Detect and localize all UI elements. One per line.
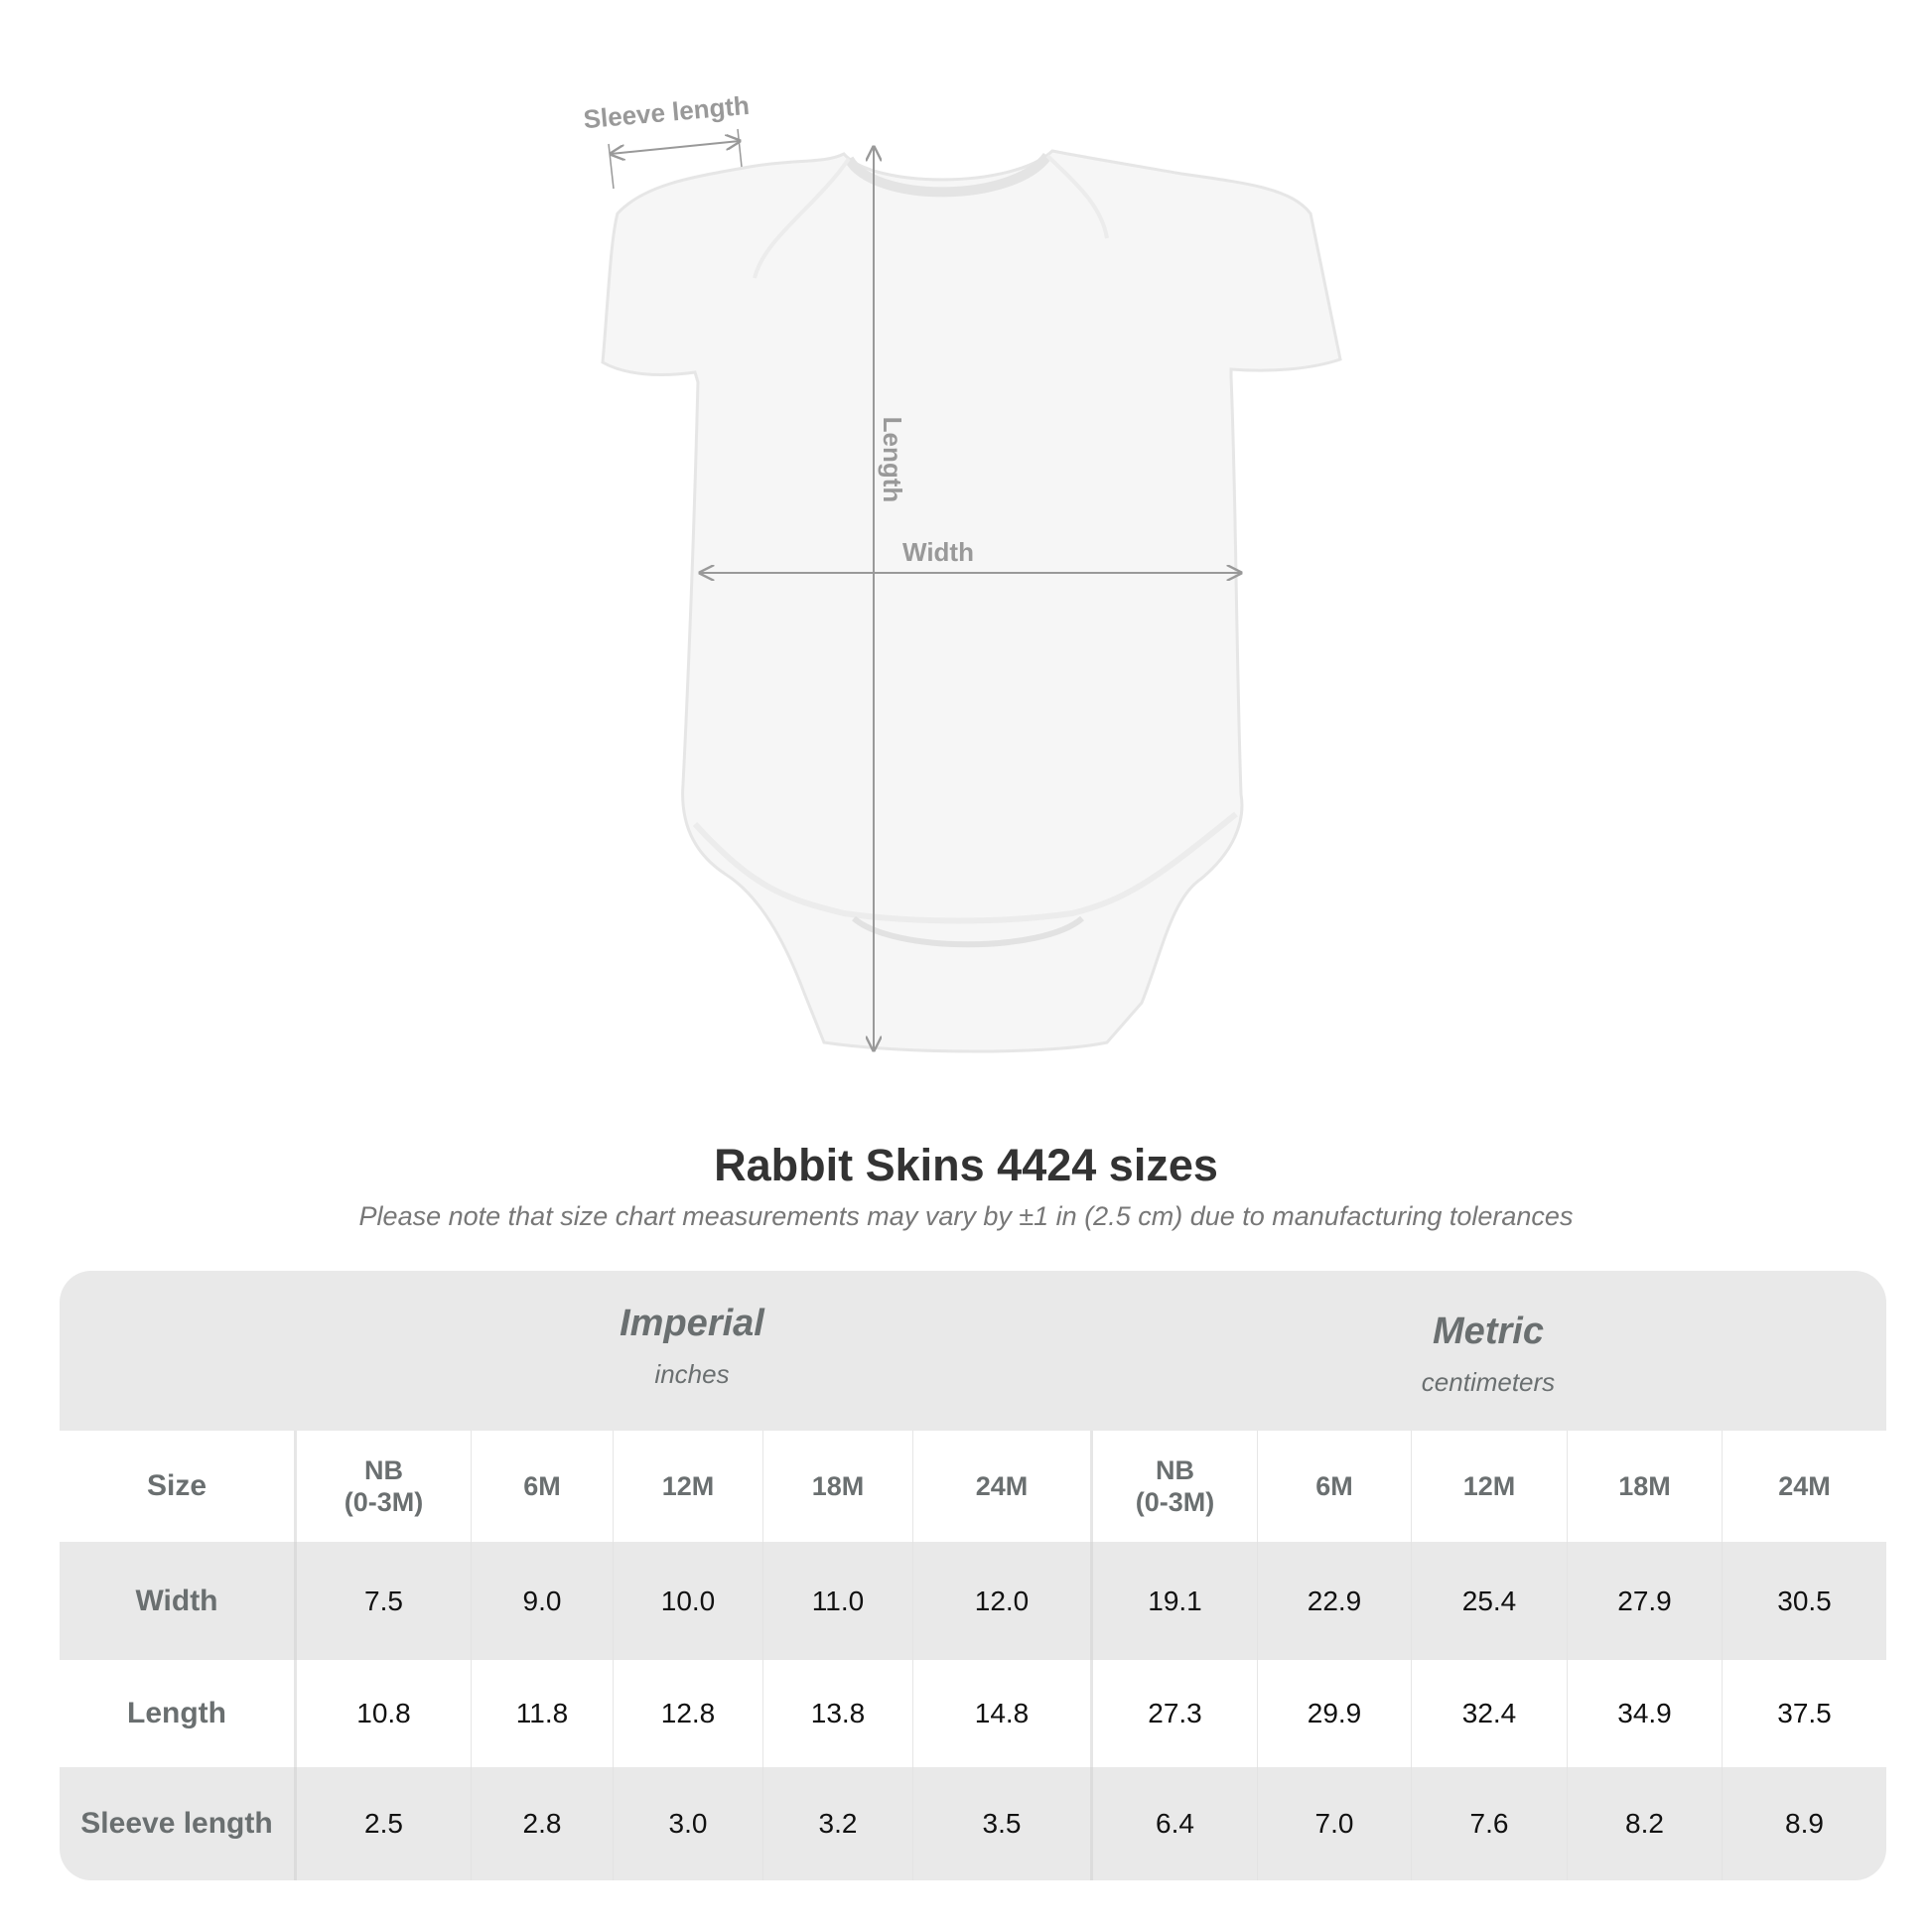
value-cell: 11.8	[471, 1660, 613, 1767]
row-label: Sleeve length	[80, 1807, 273, 1840]
value-cell: 30.5	[1722, 1542, 1886, 1660]
table-row-sleeve-length: Sleeve length 2.5 2.8 3.0 3.2 3.5 6.4 7.0 7.6 8.2…	[60, 1767, 1886, 1880]
row-label: Length	[127, 1697, 226, 1729]
value-cell: 3.5	[912, 1767, 1090, 1880]
value-cell: 10.0	[613, 1542, 762, 1660]
value-cell: 7.5	[294, 1542, 471, 1660]
value-cell: 37.5	[1722, 1660, 1886, 1767]
size-header: 18M	[1567, 1431, 1722, 1542]
sleeve-length-label: Sleeve length	[582, 90, 751, 134]
value-cell: 6.4	[1090, 1767, 1257, 1880]
size-header: NB (0-3M)	[294, 1431, 471, 1542]
value-cell: 7.0	[1257, 1767, 1411, 1880]
imperial-group-header: Imperial inches	[294, 1271, 1090, 1462]
width-label: Width	[902, 537, 974, 567]
metric-group-header: Metric centimeters	[1090, 1271, 1886, 1470]
onesie-diagram: Sleeve length Length Width	[582, 90, 1342, 1053]
value-cell: 25.4	[1411, 1542, 1567, 1660]
value-cell: 2.8	[471, 1767, 613, 1880]
value-cell: 12.0	[912, 1542, 1090, 1660]
value-cell: 9.0	[471, 1542, 613, 1660]
chart-title: Rabbit Skins 4424 sizes	[714, 1140, 1218, 1190]
size-header: 24M	[1722, 1431, 1886, 1542]
size-header: NB (0-3M)	[1090, 1431, 1257, 1542]
size-header: 12M	[613, 1431, 762, 1542]
value-cell: 34.9	[1567, 1660, 1722, 1767]
row-label: Width	[135, 1584, 218, 1617]
value-cell: 3.2	[762, 1767, 912, 1880]
value-cell: 32.4	[1411, 1660, 1567, 1767]
value-cell: 8.2	[1567, 1767, 1722, 1880]
sleeve-tick-left	[608, 143, 615, 190]
size-header: 6M	[1257, 1431, 1411, 1542]
sleeve-arrow	[611, 141, 740, 154]
tolerance-note: Please note that size chart measurements…	[358, 1201, 1574, 1231]
leg-opening-seam	[692, 811, 1238, 924]
metric-unit: centimeters	[1421, 1367, 1556, 1397]
value-cell: 2.5	[294, 1767, 471, 1880]
value-cell: 8.9	[1722, 1767, 1886, 1880]
shoulder-seam-left	[753, 157, 851, 279]
value-cell: 7.6	[1411, 1767, 1567, 1880]
table-row-length: Length 10.8 11.8 12.8 13.8 14.8 27.3 29.9 32.4 34…	[60, 1660, 1886, 1767]
shoulder-seam-right	[1045, 154, 1109, 239]
size-header: 24M	[912, 1431, 1090, 1542]
size-header-row: Size NB (0-3M) 6M 12M 18M 24M NB (0-3M) 6M 12M 18…	[60, 1431, 1886, 1542]
value-cell: 11.0	[762, 1542, 912, 1660]
imperial-title: Imperial	[620, 1303, 764, 1344]
value-cell: 10.8	[294, 1660, 471, 1767]
value-cell: 22.9	[1257, 1542, 1411, 1660]
value-cell: 3.0	[613, 1767, 762, 1880]
value-cell: 19.1	[1090, 1542, 1257, 1660]
neckline-seam	[844, 152, 1052, 198]
value-cell: 27.9	[1567, 1542, 1722, 1660]
value-cell: 12.8	[613, 1660, 762, 1767]
metric-title: Metric	[1433, 1311, 1544, 1352]
value-cell: 27.3	[1090, 1660, 1257, 1767]
imperial-unit: inches	[654, 1359, 730, 1389]
table-row-width: Width 7.5 9.0 10.0 11.0 12.0 19.1 22.9 25.4 27.9 3…	[60, 1542, 1886, 1660]
sleeve-tick-right	[737, 128, 743, 168]
value-cell: 29.9	[1257, 1660, 1411, 1767]
size-table: Imperial inches Metric centimeters Size N…	[60, 1271, 1886, 1880]
value-cell: 13.8	[762, 1660, 912, 1767]
size-header: 6M	[471, 1431, 613, 1542]
size-header: 12M	[1411, 1431, 1567, 1542]
onesie-body	[601, 149, 1342, 1053]
size-header: 18M	[762, 1431, 912, 1542]
length-label: Length	[878, 417, 907, 503]
row-label: Size	[146, 1469, 207, 1502]
value-cell: 14.8	[912, 1660, 1090, 1767]
